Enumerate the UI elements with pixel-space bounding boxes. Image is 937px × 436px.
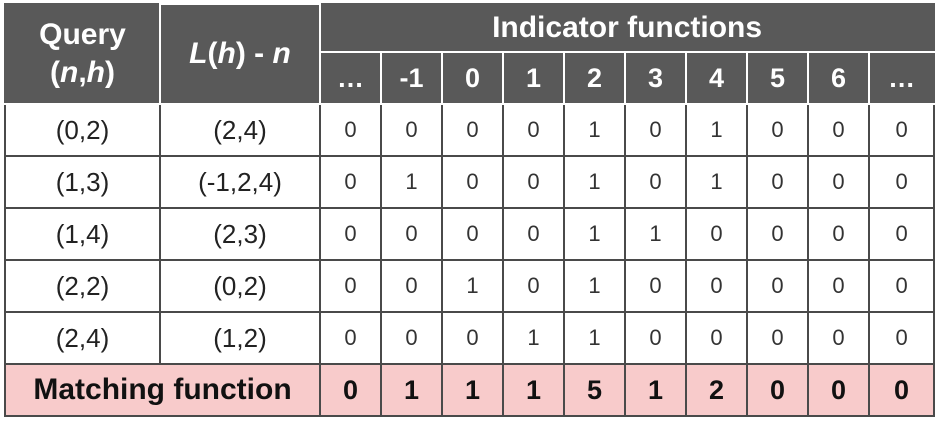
indicator-value-cell: 0 <box>867 259 936 313</box>
table-row: (1,4) (2,3) 0 0 0 0 1 1 0 0 0 0 <box>4 207 936 261</box>
column-header-4: 4 <box>685 51 748 105</box>
indicator-value-cell: 1 <box>685 155 748 209</box>
indicator-value-cell: 0 <box>807 311 870 365</box>
table-row: (2,4) (1,2) 0 0 0 1 1 0 0 0 0 0 <box>4 311 936 365</box>
indicator-value-cell: 0 <box>807 259 870 313</box>
lh-cell: (2,3) <box>159 207 321 261</box>
indicator-value-cell: 1 <box>563 155 626 209</box>
table-row: (0,2) (2,4) 0 0 0 0 1 0 1 0 0 0 <box>4 103 936 157</box>
matching-function-row: Matching function 0 1 1 1 5 1 2 0 0 0 <box>4 363 936 417</box>
indicator-value-cell: 0 <box>624 103 687 157</box>
query-header-line1: Query <box>39 18 126 51</box>
matching-value-cell: 1 <box>624 363 687 417</box>
indicator-value-cell: 1 <box>685 103 748 157</box>
indicator-value-cell: 0 <box>624 259 687 313</box>
column-header-minus1: -1 <box>380 51 443 105</box>
matching-value-cell: 5 <box>563 363 626 417</box>
query-cell: (0,2) <box>4 103 161 157</box>
indicator-value-cell: 1 <box>563 311 626 365</box>
column-header-5: 5 <box>746 51 809 105</box>
matching-value-cell: 0 <box>867 363 936 417</box>
indicator-value-cell: 1 <box>502 311 565 365</box>
indicator-value-cell: 0 <box>380 103 443 157</box>
query-cell: (1,3) <box>4 155 161 209</box>
indicator-value-cell: 1 <box>380 155 443 209</box>
query-n: n <box>60 56 79 89</box>
indicator-value-cell: 0 <box>867 155 936 209</box>
indicator-value-cell: 0 <box>685 259 748 313</box>
lh-cell: (0,2) <box>159 259 321 313</box>
indicator-value-cell: 0 <box>746 259 809 313</box>
indicator-value-cell: 0 <box>380 207 443 261</box>
indicator-value-cell: 0 <box>441 155 504 209</box>
column-header-ellipsis-right: … <box>867 51 936 105</box>
indicator-value-cell: 0 <box>867 311 936 365</box>
lh-minus-n-header: L(h) - n <box>159 3 321 105</box>
indicator-value-cell: 0 <box>441 207 504 261</box>
matching-value-cell: 0 <box>807 363 870 417</box>
indicator-value-cell: 0 <box>380 311 443 365</box>
indicator-value-cell: 0 <box>319 103 382 157</box>
lh-cell: (2,4) <box>159 103 321 157</box>
indicator-value-cell: 0 <box>502 103 565 157</box>
indicator-value-cell: 0 <box>502 259 565 313</box>
indicator-value-cell: 1 <box>563 207 626 261</box>
indicator-value-cell: 1 <box>441 259 504 313</box>
indicator-value-cell: 0 <box>624 155 687 209</box>
indicator-value-cell: 1 <box>624 207 687 261</box>
matching-function-label: Matching function <box>4 363 321 417</box>
indicator-value-cell: 1 <box>563 259 626 313</box>
indicator-value-cell: 0 <box>807 207 870 261</box>
query-header: Query (n,h) <box>4 3 161 105</box>
indicator-value-cell: 0 <box>624 311 687 365</box>
indicator-value-cell: 0 <box>502 155 565 209</box>
column-header-6: 6 <box>807 51 870 105</box>
indicator-value-cell: 0 <box>441 311 504 365</box>
column-header-3: 3 <box>624 51 687 105</box>
indicator-value-cell: 1 <box>563 103 626 157</box>
column-header-ellipsis-left: … <box>319 51 382 105</box>
indicator-value-cell: 0 <box>746 103 809 157</box>
indicator-value-cell: 0 <box>746 311 809 365</box>
column-header-2: 2 <box>563 51 626 105</box>
query-cell: (1,4) <box>4 207 161 261</box>
indicator-value-cell: 0 <box>867 103 936 157</box>
matching-value-cell: 1 <box>380 363 443 417</box>
matching-value-cell: 0 <box>319 363 382 417</box>
column-header-1: 1 <box>502 51 565 105</box>
indicator-value-cell: 0 <box>685 311 748 365</box>
indicator-functions-header: Indicator functions <box>318 3 936 53</box>
table-row: (2,2) (0,2) 0 0 1 0 1 0 0 0 0 0 <box>4 259 936 313</box>
matching-value-cell: 0 <box>746 363 809 417</box>
indicator-value-cell: 0 <box>380 259 443 313</box>
indicator-value-cell: 0 <box>441 103 504 157</box>
indicator-value-cell: 0 <box>807 155 870 209</box>
matching-value-cell: 2 <box>685 363 748 417</box>
indicator-value-cell: 0 <box>319 311 382 365</box>
table-row: (1,3) (-1,2,4) 0 1 0 0 1 0 1 0 0 0 <box>4 155 936 209</box>
indicator-value-cell: 0 <box>746 155 809 209</box>
indicator-value-cell: 0 <box>319 155 382 209</box>
query-cell: (2,4) <box>4 311 161 365</box>
indicator-value-cell: 0 <box>746 207 809 261</box>
indicator-value-cell: 0 <box>319 207 382 261</box>
column-header-0: 0 <box>441 51 504 105</box>
lh-cell: (1,2) <box>159 311 321 365</box>
indicator-value-cell: 0 <box>807 103 870 157</box>
matching-value-cell: 1 <box>502 363 565 417</box>
matching-value-cell: 1 <box>441 363 504 417</box>
indicator-functions-table: Query (n,h) L(h) - n Indicator functions… <box>4 3 936 417</box>
indicator-value-cell: 0 <box>502 207 565 261</box>
query-h: h <box>86 56 105 89</box>
indicator-value-cell: 0 <box>685 207 748 261</box>
indicator-value-cell: 0 <box>319 259 382 313</box>
table-body: (0,2) (2,4) 0 0 0 0 1 0 1 0 0 0 (1,3) (-1,2,4) 0 1 0 0 1 0 1… <box>4 103 936 417</box>
query-cell: (2,2) <box>4 259 161 313</box>
indicator-value-cell: 0 <box>867 207 936 261</box>
lh-cell: (-1,2,4) <box>159 155 321 209</box>
